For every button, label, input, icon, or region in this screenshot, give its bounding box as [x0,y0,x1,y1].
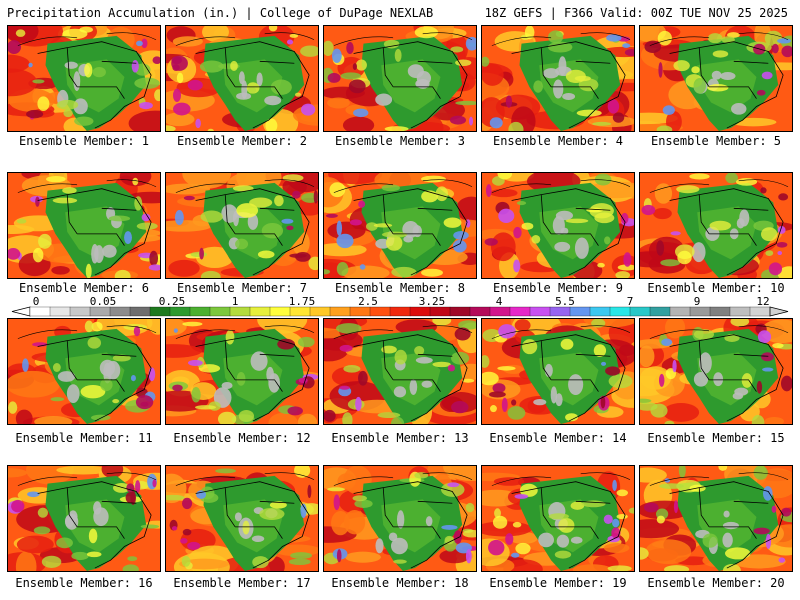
ensemble-member-label: Ensemble Member: 10 [647,281,785,295]
ensemble-member-label: Ensemble Member: 15 [647,431,785,445]
colorbar-swatch [29,306,51,317]
colorbar-swatch [189,306,211,317]
colorbar-swatch [229,306,251,317]
colorbar-swatch [49,306,71,317]
ensemble-member-label: Ensemble Member: 1 [18,134,150,148]
ensemble-member-map [481,318,635,425]
colorbar-min-arrow [11,306,31,317]
colorbar-swatch [589,306,611,317]
ensemble-member-map [7,465,161,572]
colorbar-swatch [429,306,451,317]
colorbar-swatch [389,306,411,317]
ensemble-member-label: Ensemble Member: 13 [331,431,469,445]
colorbar-swatch [489,306,511,317]
ensemble-member-label: Ensemble Member: 17 [173,576,311,590]
ensemble-member-label: Ensemble Member: 5 [650,134,782,148]
colorbar-swatch [649,306,671,317]
colorbar-tick-label: 0.05 [90,296,117,308]
model-valid-time: 18Z GEFS | F366 Valid: 00Z TUE NOV 25 20… [484,6,788,20]
colorbar-swatch [349,306,371,317]
colorbar-swatch [629,306,651,317]
ensemble-member-label: Ensemble Member: 12 [173,431,311,445]
ensemble-member-label: Ensemble Member: 18 [331,576,469,590]
colorbar-tick-label: 9 [694,296,701,308]
colorbar-swatch [129,306,151,317]
colorbar-swatch [509,306,531,317]
colorbar-tick-label: 0.25 [159,296,186,308]
ensemble-member-map [165,465,319,572]
colorbar-swatch [169,306,191,317]
colorbar-swatch [269,306,291,317]
colorbar-swatch [669,306,691,317]
ensemble-member-label: Ensemble Member: 19 [489,576,627,590]
ensemble-member-map [323,25,477,132]
colorbar-swatch [329,306,351,317]
colorbar-swatch [249,306,271,317]
colorbar-swatch [689,306,711,317]
ensemble-member-map [639,318,793,425]
colorbar-max-arrow [769,306,789,317]
ensemble-member-map [165,25,319,132]
colorbar-swatch [89,306,111,317]
colorbar-swatch [149,306,171,317]
colorbar-tick-label: 5.5 [555,296,575,308]
colorbar-swatch [289,306,311,317]
colorbar-tick-label: 7 [627,296,634,308]
colorbar-swatch [209,306,231,317]
ensemble-member-map [7,318,161,425]
colorbar-swatch [309,306,331,317]
ensemble-member-label: Ensemble Member: 4 [492,134,624,148]
colorbar-swatch [69,306,91,317]
colorbar-tick-label: 0 [33,296,40,308]
colorbar-swatch [529,306,551,317]
ensemble-member-map [481,172,635,279]
ensemble-member-map [7,172,161,279]
colorbar-swatch [449,306,471,317]
ensemble-member-map [481,25,635,132]
colorbar-tick-label: 3.25 [419,296,446,308]
colorbar-swatch [369,306,391,317]
ensemble-member-label: Ensemble Member: 11 [15,431,153,445]
ensemble-member-map [323,465,477,572]
colorbar-swatch [709,306,731,317]
colorbar-swatch [569,306,591,317]
ensemble-member-label: Ensemble Member: 20 [647,576,785,590]
ensemble-member-map [323,172,477,279]
ensemble-member-map [7,25,161,132]
ensemble-member-map [481,465,635,572]
ensemble-member-label: Ensemble Member: 9 [492,281,624,295]
ensemble-member-map [639,25,793,132]
colorbar-tick-label: 1.75 [289,296,316,308]
ensemble-member-label: Ensemble Member: 3 [334,134,466,148]
ensemble-member-label: Ensemble Member: 8 [334,281,466,295]
ensemble-member-map [639,172,793,279]
precipitation-colorbar: 0 0.05 0.25 1 1.75 2.5 3.25 4 5.5 7 9 12 [11,296,789,317]
colorbar-tick-label: 2.5 [358,296,378,308]
ensemble-member-map [165,318,319,425]
colorbar-swatch [749,306,771,317]
ensemble-member-label: Ensemble Member: 6 [18,281,150,295]
colorbar-swatch [109,306,131,317]
colorbar-tick-label: 4 [496,296,503,308]
ensemble-member-label: Ensemble Member: 14 [489,431,627,445]
colorbar-swatch [609,306,631,317]
colorbar-swatch [409,306,431,317]
colorbar-swatch [469,306,491,317]
ensemble-member-map [323,318,477,425]
colorbar-swatch [729,306,751,317]
ensemble-member-map [639,465,793,572]
ensemble-member-label: Ensemble Member: 16 [15,576,153,590]
colorbar-swatch [549,306,571,317]
ensemble-member-label: Ensemble Member: 7 [176,281,308,295]
map-title: Precipitation Accumulation (in.) | Colle… [7,6,434,20]
colorbar-tick-label: 1 [232,296,239,308]
colorbar-tick-label: 12 [756,296,769,308]
ensemble-member-label: Ensemble Member: 2 [176,134,308,148]
ensemble-member-map [165,172,319,279]
